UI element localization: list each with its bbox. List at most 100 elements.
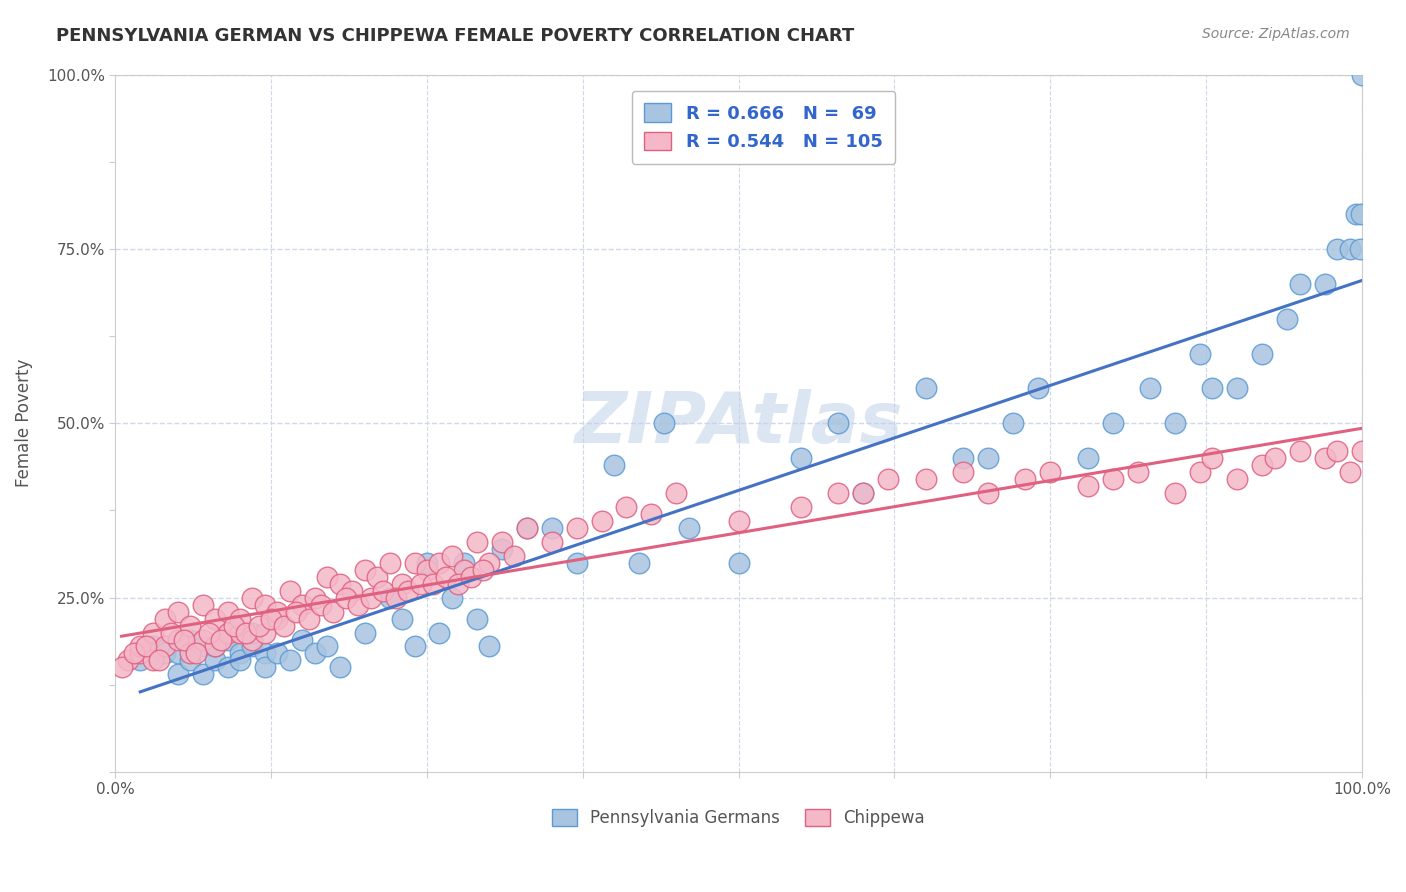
Y-axis label: Female Poverty: Female Poverty	[15, 359, 32, 487]
Point	[416, 563, 439, 577]
Point	[135, 640, 157, 654]
Point	[335, 591, 357, 605]
Point	[1001, 417, 1024, 431]
Point	[278, 583, 301, 598]
Point	[540, 521, 562, 535]
Point	[191, 640, 214, 654]
Point	[278, 653, 301, 667]
Point	[1326, 444, 1348, 458]
Point	[122, 647, 145, 661]
Point	[1201, 381, 1223, 395]
Point	[540, 534, 562, 549]
Point	[478, 556, 501, 570]
Point	[429, 556, 451, 570]
Point	[110, 660, 132, 674]
Point	[1313, 451, 1336, 466]
Point	[952, 465, 974, 479]
Point	[191, 598, 214, 612]
Point	[166, 647, 188, 661]
Point	[616, 500, 638, 514]
Point	[166, 632, 188, 647]
Text: PENNSYLVANIA GERMAN VS CHIPPEWA FEMALE POVERTY CORRELATION CHART: PENNSYLVANIA GERMAN VS CHIPPEWA FEMALE P…	[56, 27, 855, 45]
Point	[434, 570, 457, 584]
Point	[1251, 458, 1274, 472]
Point	[1188, 465, 1211, 479]
Point	[516, 521, 538, 535]
Point	[1139, 381, 1161, 395]
Point	[591, 514, 613, 528]
Point	[198, 625, 221, 640]
Point	[304, 591, 326, 605]
Point	[260, 611, 283, 625]
Point	[460, 570, 482, 584]
Point	[222, 618, 245, 632]
Point	[179, 653, 201, 667]
Text: ZIPAtlas: ZIPAtlas	[575, 389, 903, 458]
Point	[603, 458, 626, 472]
Point	[385, 591, 408, 605]
Point	[329, 576, 352, 591]
Point	[204, 640, 226, 654]
Point	[727, 556, 749, 570]
Point	[204, 611, 226, 625]
Point	[148, 653, 170, 667]
Point	[877, 472, 900, 486]
Point	[678, 521, 700, 535]
Point	[1251, 346, 1274, 360]
Point	[117, 653, 139, 667]
Point	[1226, 472, 1249, 486]
Point	[827, 486, 849, 500]
Point	[186, 647, 208, 661]
Point	[266, 647, 288, 661]
Point	[1313, 277, 1336, 291]
Point	[353, 563, 375, 577]
Point	[447, 576, 470, 591]
Point	[291, 598, 314, 612]
Point	[217, 632, 239, 647]
Point	[440, 591, 463, 605]
Point	[652, 417, 675, 431]
Point	[640, 507, 662, 521]
Point	[266, 611, 288, 625]
Point	[404, 640, 426, 654]
Point	[217, 605, 239, 619]
Point	[173, 632, 195, 647]
Point	[790, 500, 813, 514]
Point	[1077, 451, 1099, 466]
Point	[1326, 242, 1348, 256]
Text: Source: ZipAtlas.com: Source: ZipAtlas.com	[1202, 27, 1350, 41]
Point	[142, 640, 165, 654]
Point	[204, 653, 226, 667]
Point	[273, 618, 295, 632]
Point	[491, 534, 513, 549]
Point	[179, 632, 201, 647]
Point	[852, 486, 875, 500]
Point	[242, 640, 264, 654]
Point	[142, 625, 165, 640]
Point	[378, 556, 401, 570]
Point	[1077, 479, 1099, 493]
Point	[309, 598, 332, 612]
Point	[1288, 277, 1310, 291]
Point	[914, 381, 936, 395]
Point	[153, 640, 176, 654]
Point	[391, 611, 413, 625]
Point	[191, 667, 214, 681]
Point	[360, 591, 382, 605]
Point	[852, 486, 875, 500]
Point	[1164, 417, 1187, 431]
Point	[340, 583, 363, 598]
Point	[253, 647, 276, 661]
Point	[391, 576, 413, 591]
Point	[1188, 346, 1211, 360]
Point	[1101, 472, 1123, 486]
Point	[914, 472, 936, 486]
Point	[977, 486, 1000, 500]
Point	[1350, 207, 1372, 221]
Point	[217, 625, 239, 640]
Point	[429, 625, 451, 640]
Point	[1277, 311, 1299, 326]
Point	[266, 605, 288, 619]
Point	[1014, 472, 1036, 486]
Point	[665, 486, 688, 500]
